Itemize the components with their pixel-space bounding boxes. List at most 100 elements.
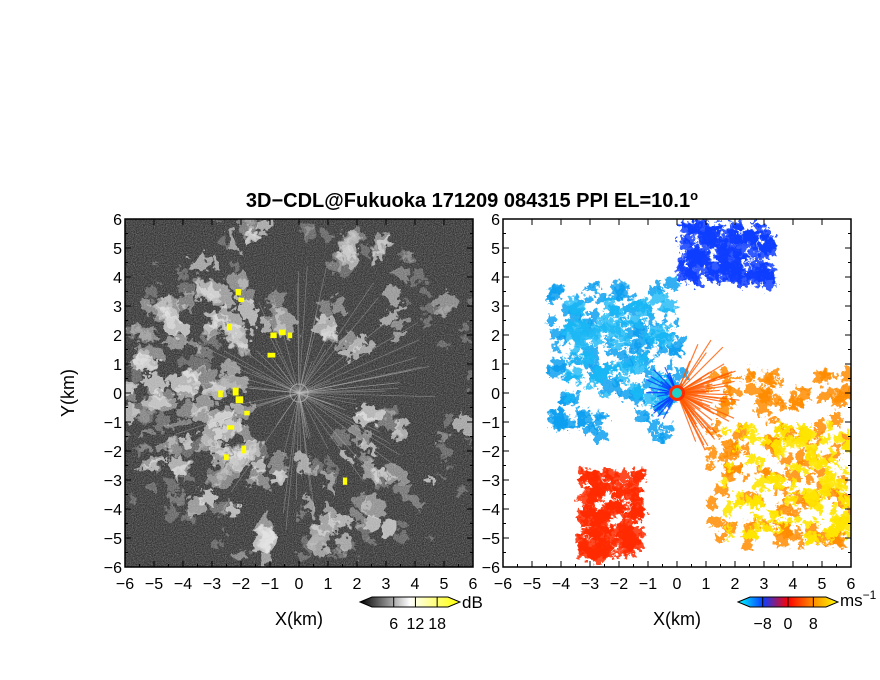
- radial-ray: [283, 392, 300, 514]
- echo-speckle: [144, 366, 151, 373]
- velocity-cell-receding-south: [582, 514, 589, 526]
- velocity-cell-approaching-north: [754, 272, 761, 286]
- velocity-cell-approaching-slow: [641, 298, 648, 303]
- velocity-cell-receding-fast: [768, 509, 776, 523]
- velocity-cell-approaching-slow: [636, 351, 647, 366]
- intensity-x-axis-label: X(km): [275, 609, 323, 629]
- velocity-cell-approaching-west: [559, 391, 569, 405]
- echo-blob: [215, 452, 241, 477]
- velocity-cell-receding-east: [735, 449, 742, 456]
- velocity-cell-receding-south: [617, 501, 624, 512]
- radial-ray: [298, 392, 315, 514]
- velocity-cell-receding-fast: [805, 532, 818, 543]
- velocity-cell-receding-east: [777, 378, 783, 388]
- echo-blob: [227, 270, 248, 293]
- velocity-cell-approaching-north: [687, 262, 693, 273]
- radial-ray: [298, 392, 346, 411]
- velocity-cell-receding-fast: [798, 425, 809, 435]
- echo-blob: [196, 438, 220, 455]
- radial-ray: [298, 320, 337, 394]
- velocity-cell-approaching-north: [700, 220, 708, 231]
- velocity-cell-approaching-slow: [565, 390, 573, 404]
- velocity-cell-receding-fast: [791, 480, 797, 489]
- velocity-cell-receding-fast: [842, 466, 849, 474]
- high-intensity-spot: [235, 396, 244, 404]
- echo-speckle: [340, 231, 353, 244]
- radial-ray: [298, 382, 400, 394]
- velocity-cell-approaching-west: [633, 345, 643, 353]
- echo-blob: [125, 406, 142, 421]
- velocity-cell-approaching-slow: [592, 324, 607, 333]
- velocity-cell-approaching-north: [761, 246, 776, 257]
- echo-speckle: [423, 317, 433, 327]
- echo-blob: [388, 329, 408, 342]
- velocity-cell-receding-fast: [784, 435, 798, 447]
- intensity-colorbar: 6 12 18 dB: [358, 593, 483, 633]
- velocity-cell-receding-fast: [834, 432, 843, 444]
- high-intensity-spot: [232, 387, 239, 396]
- echo-blob: [349, 342, 375, 361]
- x-tick-label: 5: [440, 576, 449, 593]
- intensity-colorbar-bar: [358, 596, 462, 608]
- velocity-cell-receding-south: [578, 538, 588, 553]
- velocity-cell-approaching-slow: [607, 365, 619, 371]
- echo-speckle: [457, 487, 467, 497]
- velocity-cell-receding-south: [599, 546, 611, 560]
- velocity-cell-approaching-west: [589, 308, 599, 323]
- velocity-cell-approaching-north: [720, 262, 729, 273]
- velocity-panel: −6 −5 −4 −3 −2 −1 0 1 2 3 4 5 6 −6−5−4−3−2−10123456 …: [482, 212, 856, 629]
- velocity-cell-receding-south: [633, 510, 644, 517]
- x-tick-label: 1: [702, 576, 711, 593]
- velocity-cell-receding-fast: [796, 462, 802, 473]
- echo-speckle: [438, 339, 447, 347]
- velocity-cell-receding-east: [831, 532, 842, 541]
- velocity-cell-approaching-slow: [603, 312, 609, 320]
- velocity-cell-approaching-slow: [598, 318, 616, 324]
- echo-speckle: [149, 482, 158, 492]
- x-tick-label: −3: [581, 576, 599, 593]
- velocity-cell-receding-fast: [753, 477, 768, 490]
- radial-ray: [298, 392, 380, 433]
- radial-ray: [248, 387, 300, 394]
- velocity-cell-approaching-west: [616, 391, 633, 399]
- echo-blob: [332, 296, 347, 314]
- velocity-cell-receding-south: [622, 524, 628, 538]
- echo-blob: [136, 429, 154, 437]
- echo-blob: [210, 256, 220, 269]
- velocity-cell-receding-south: [591, 516, 598, 527]
- echo-blob: [396, 484, 422, 509]
- echo-blob: [316, 515, 335, 537]
- echo-speckle: [138, 409, 153, 424]
- velocity-cell-approaching-north: [751, 267, 759, 272]
- y-tick-label: 5: [113, 241, 122, 258]
- radar-center: [289, 383, 309, 403]
- velocity-cell-approaching-north: [698, 229, 712, 241]
- intensity-y-tick-labels: −6 −5 −4 −3 −2 −1 0 1 2 3 4 5 6: [104, 212, 122, 577]
- velocity-cell-approaching-slow: [573, 302, 586, 314]
- velocity-cell-approaching-west: [653, 354, 659, 359]
- velocity-cell-approaching-north: [680, 223, 692, 233]
- velocity-cell-receding-south: [608, 500, 620, 511]
- velocity-cell-approaching-north: [702, 240, 718, 249]
- velocity-cell-receding-fast: [831, 504, 837, 515]
- velocity-cell-receding-fast: [807, 451, 817, 464]
- velocity-cell-approaching-west: [609, 292, 624, 301]
- velocity-cell-receding-east: [730, 466, 741, 474]
- velocity-cell-receding-east: [721, 441, 737, 449]
- velocity-cell-receding-east: [847, 508, 851, 514]
- velocity-cell-receding-east: [715, 534, 725, 542]
- x-tick-label: 6: [469, 576, 478, 593]
- velocity-cell-approaching-west: [670, 380, 681, 389]
- velocity-cell-approaching-slow: [575, 317, 588, 330]
- velocity-cell-receding-south: [585, 470, 601, 482]
- velocity-cell-approaching-slow: [616, 333, 630, 341]
- echo-blob: [385, 463, 411, 486]
- echo-blob: [340, 449, 353, 465]
- radial-ray: [298, 390, 386, 394]
- x-tick-label: −5: [523, 576, 541, 593]
- colorbar-tick-label: −8: [754, 616, 772, 633]
- echo-blob: [227, 503, 241, 521]
- radial-ray: [283, 392, 300, 455]
- high-intensity-spot: [287, 332, 293, 339]
